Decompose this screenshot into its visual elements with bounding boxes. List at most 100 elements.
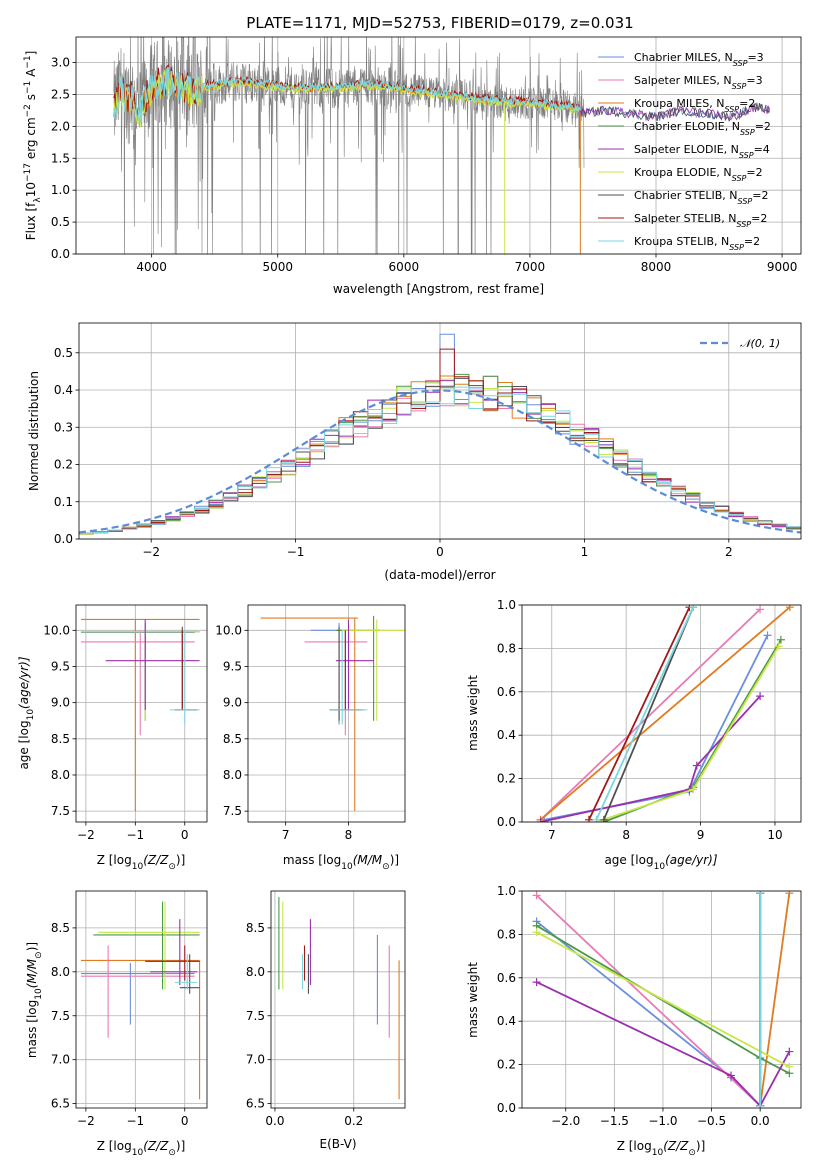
age-vs-mass-plot-area xyxy=(260,615,405,812)
mass-vs-EBV-y-tick-label: 8.5 xyxy=(246,921,265,935)
weight-series-line xyxy=(595,606,694,821)
spectrum-y-label-sup: −1 xyxy=(23,81,33,94)
spectrum-model-extension-line xyxy=(580,103,770,122)
legend-label-name: Chabrier STELIB, N xyxy=(634,189,738,202)
weight-vs-age-y-tick-label: 0.2 xyxy=(497,772,516,786)
age-vs-Z-x-axis-label: Z [log10(Z/Z⊙)] xyxy=(97,853,186,872)
age-vs-Z-y-axis-label-sub: 10 xyxy=(26,709,36,721)
weight-vs-Z-y-tick-label: 0.6 xyxy=(497,971,516,985)
spectrum-x-tick-label: 9000 xyxy=(767,260,798,274)
weight-vs-age-y-tick-label: 0.6 xyxy=(497,685,516,699)
legend-label-value: =2 xyxy=(746,166,762,179)
mass-vs-Z-y-tick-label: 6.5 xyxy=(51,1097,70,1111)
weight-vs-Z-x-axis-label-main: Z [log xyxy=(617,1139,652,1153)
mass-vs-EBV-frame xyxy=(270,890,406,1109)
legend-label: Kroupa STELIB, NSSP=2 xyxy=(634,235,760,252)
mass-vs-Z-x-tick-label: −1 xyxy=(126,1114,144,1128)
age-vs-Z-y-tick-label: 7.5 xyxy=(51,804,70,818)
legend-label-name: Kroupa STELIB, N xyxy=(634,235,729,248)
mass-vs-Z-y-tick-label: 7.0 xyxy=(51,1053,70,1067)
mass-vs-Z-y-tick-label: 8.0 xyxy=(51,965,70,979)
age-vs-mass-panel: 7 8 7.5 8.0 8.5 9.0 9.5 10.0 mass [log10(M/M⊙)] xyxy=(215,604,406,872)
residuals-y-tick-label: 0.0 xyxy=(54,532,73,546)
spectrum-y-tick-label: 1.5 xyxy=(51,151,70,165)
residuals-y-tick-label: 0.3 xyxy=(54,420,73,434)
weight-vs-Z-y-tick-label: 0.8 xyxy=(497,927,516,941)
mass-vs-EBV-plot-area xyxy=(278,897,400,1100)
mass-vs-EBV-x-axis-label: E(B-V) xyxy=(319,1137,356,1151)
legend-label-name: Salpeter STELIB, N xyxy=(634,212,736,225)
spectrum-frame xyxy=(75,36,802,255)
weight-vs-age-y-tick-label: 0.8 xyxy=(497,641,516,655)
legend-label-name: Chabrier MILES, N xyxy=(634,51,733,64)
residuals-y-tick-label: 0.4 xyxy=(54,383,73,397)
residuals-y-tick-label: 0.5 xyxy=(54,346,73,360)
weight-vs-age-x-axis-label-main: age [log xyxy=(604,853,653,867)
weight-point-marker xyxy=(785,605,794,612)
legend-label-value: =2 xyxy=(739,97,755,110)
mass-vs-extinction-panel: 0.0 0.2 6.5 7.0 7.5 8.0 8.5 E(B-V) xyxy=(246,890,406,1151)
age-vs-mass-x-axis-label-end: )] xyxy=(390,853,399,867)
weight-point-marker xyxy=(763,631,772,640)
age-vs-mass-frame xyxy=(247,604,406,823)
legend-label-sub: SSP xyxy=(724,105,739,114)
spectrum-model-line xyxy=(113,67,581,124)
weight-series-line xyxy=(536,931,790,1068)
weight-vs-Z-x-tick-label: −1.5 xyxy=(600,1114,629,1128)
mass-vs-Z-y-axis-label-sub: 10 xyxy=(34,988,44,1000)
age-vs-mass-x-tick-label: 7 xyxy=(282,828,290,842)
age-vs-Z-y-axis-label-rest: (age/yr)] xyxy=(17,656,31,709)
residuals-y-tick-label: 0.1 xyxy=(54,495,73,509)
weight-series-line xyxy=(588,606,691,821)
legend-label: Chabrier MILES, NSSP=3 xyxy=(634,51,764,68)
weight-vs-Z-x-axis-label-sub2: ⊙ xyxy=(688,1148,696,1158)
weight-point-marker xyxy=(532,928,541,937)
mass-vs-EBV-x-tick-label: 0.2 xyxy=(344,1114,363,1128)
spectrum-x-tick-label: 6000 xyxy=(389,260,420,274)
weight-point-marker xyxy=(532,978,541,987)
weight-point-marker xyxy=(776,635,785,644)
residuals-frame xyxy=(78,322,802,540)
residuals-x-tick-label: 1 xyxy=(581,545,589,559)
spectrum-y-label-part: 10 xyxy=(24,182,38,197)
weight-point-marker xyxy=(599,815,608,822)
weight-vs-age-x-axis-label-rest: (age/yr)] xyxy=(665,853,718,867)
mass-vs-Z-y-axis-label-main: mass [log xyxy=(25,1000,39,1058)
weight-vs-Z-y-tick-label: 1.0 xyxy=(497,884,516,898)
weight-series-line xyxy=(540,606,791,821)
legend-label-name: Salpeter ELODIE, N xyxy=(634,143,739,156)
weight-point-marker xyxy=(785,1047,794,1056)
age-vs-mass-x-tick-label: 8 xyxy=(345,828,353,842)
weight-vs-age-y-tick-label: 1.0 xyxy=(497,598,516,612)
weight-point-marker xyxy=(756,1101,765,1108)
age-vs-Z-y-tick-label: 10.0 xyxy=(43,623,70,637)
age-vs-mass-y-tick-label: 7.5 xyxy=(223,804,242,818)
age-vs-mass-y-tick-label: 9.0 xyxy=(223,696,242,710)
weight-vs-age-frame xyxy=(521,604,802,823)
mass-vs-Z-x-axis-label-rest: (Z/Z xyxy=(143,1139,169,1153)
legend-label-name: Salpeter MILES, N xyxy=(634,74,732,87)
age-vs-mass-y-tick-label: 10.0 xyxy=(215,623,242,637)
weight-series-line xyxy=(759,893,791,1106)
weight-vs-Z-x-axis-label-rest: (Z/Z xyxy=(663,1139,689,1153)
legend-label: Kroupa MILES, NSSP=2 xyxy=(634,97,755,114)
age-vs-Z-y-tick-label: 9.5 xyxy=(51,659,70,673)
weight-vs-age-x-axis-label: age [log10(age/yr)] xyxy=(604,853,717,872)
weight-vs-Z-y-tick-label: 0.2 xyxy=(497,1058,516,1072)
spectrum-y-tick-label: 0.5 xyxy=(51,215,70,229)
mass-vs-EBV-x-axis-label-main: E(B-V) xyxy=(319,1137,356,1151)
legend-label-sub: SSP xyxy=(732,82,747,91)
legend-label-sub: SSP xyxy=(733,59,748,68)
weight-vs-Z-x-tick-label: 0.0 xyxy=(751,1114,770,1128)
weight-vs-age-y-tick-label: 0.4 xyxy=(497,728,516,742)
age-vs-Z-y-tick-label: 8.5 xyxy=(51,732,70,746)
weight-point-marker xyxy=(592,815,601,822)
legend-label: Chabrier ELODIE, NSSP=2 xyxy=(634,120,771,137)
age-vs-Z-y-axis-label: age [log10(age/yr)] xyxy=(17,656,36,769)
mass-vs-Z-frame xyxy=(75,890,208,1109)
legend-label-value: =2 xyxy=(751,212,767,225)
weight-point-marker xyxy=(689,605,698,612)
